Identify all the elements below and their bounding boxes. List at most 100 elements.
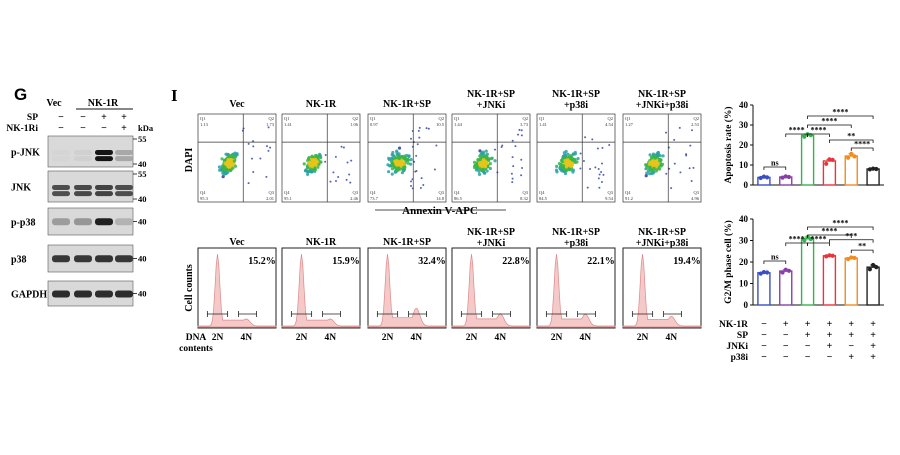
band [115, 149, 133, 155]
flow-event [417, 129, 420, 132]
flow-event [226, 159, 230, 163]
flow-event [477, 172, 482, 176]
flow-event [557, 162, 561, 166]
flow-event [561, 154, 565, 159]
flow-event [402, 166, 406, 170]
flow-event [576, 157, 580, 161]
histogram-frame [622, 247, 702, 329]
kda-label: kDa [138, 123, 154, 133]
flow-event [654, 169, 659, 173]
flow-event [340, 145, 343, 148]
histogram-area [197, 253, 277, 328]
flow-event [476, 158, 480, 162]
flow-event [332, 171, 335, 174]
significance-bracket [829, 239, 874, 243]
flow-event [483, 171, 487, 175]
cellcycle-histogram: 19.4% 2N 4N [622, 247, 702, 343]
flow-event [665, 131, 668, 134]
quadrant-value: 84.5 [539, 196, 548, 201]
treatment-sign: − [848, 341, 854, 352]
quadrant-name: Q3 [694, 190, 700, 195]
tick-4n: 4N [580, 333, 592, 343]
tick-2n: 2N [296, 333, 308, 343]
significance-label: ns [771, 253, 779, 262]
band [52, 184, 70, 190]
significance-label: ** [858, 242, 866, 251]
flow-ylabel: DAPI [184, 148, 195, 173]
tick-4n: 4N [666, 333, 678, 343]
significance-bracket [829, 139, 874, 143]
data-point [824, 161, 829, 166]
quadrant-name: Q3 [439, 190, 445, 195]
flow-event [265, 175, 268, 178]
treatment-sign: − [827, 352, 833, 363]
quadrant-value: 2.53 [691, 122, 700, 127]
g2m-percent: 22.8% [502, 256, 530, 267]
flow-event [402, 162, 406, 166]
flow-event [478, 167, 483, 171]
y-tick-label: 40 [739, 214, 749, 224]
flow-event [511, 181, 514, 184]
flow-event [228, 168, 232, 172]
quadrant-name: Q2 [523, 116, 529, 121]
flow-event [387, 156, 391, 160]
quadrant-name: Q1 [539, 116, 545, 121]
flow-event [391, 153, 395, 158]
flow-event [267, 149, 270, 152]
flow-event [482, 154, 486, 159]
treatment-sign: + [870, 352, 876, 363]
flow-event [511, 139, 514, 142]
histogram-frame [367, 247, 447, 329]
bar [844, 257, 858, 306]
group-title: +p38i [564, 100, 588, 111]
panel-i-letter: I [171, 86, 178, 105]
flow-event [247, 182, 250, 185]
treatment-sign: − [80, 123, 86, 134]
flow-event [387, 170, 391, 174]
flow-event [220, 157, 224, 161]
data-point [765, 270, 770, 275]
flow-event [648, 165, 652, 169]
flow-event [692, 166, 695, 169]
treatment-label-sp: SP [27, 113, 38, 123]
treatment-sign: + [121, 123, 127, 134]
flow-event [511, 156, 514, 159]
y-axis-label: Apoptosis rate (%) [723, 106, 734, 183]
treatment-sign: − [805, 352, 811, 363]
tick-4n: 4N [411, 333, 423, 343]
quadrant-value: 95.1 [284, 196, 292, 201]
header-nk1r: NK-1R [88, 98, 119, 109]
band [52, 218, 70, 226]
cellcycle-histogram: 32.4% 2N 4N [367, 247, 447, 343]
flow-event [229, 155, 233, 159]
flow-event [252, 145, 255, 148]
significance-bracket [807, 133, 830, 137]
flow-event [478, 163, 482, 167]
flow-event [520, 134, 523, 137]
treatment-sign: + [870, 319, 876, 330]
quadrant-name: Q2 [694, 116, 700, 121]
histogram-frame [536, 247, 616, 329]
treatment-sign: + [827, 341, 833, 352]
flow-event [337, 175, 340, 178]
flow-event [233, 164, 238, 168]
blot-label: GAPDH [11, 290, 47, 301]
cellcycle-group-titles: Vec NK-1R NK-1R+SPNK-1R+SP+JNKiNK-1R+SP+p3… [229, 227, 688, 249]
treatment-sign: + [870, 341, 876, 352]
flow-event [425, 127, 428, 130]
significance-label: ns [771, 159, 779, 168]
significance-bracket [807, 226, 874, 230]
quadrant-value: 1.73 [266, 122, 275, 127]
group-title: NK-1R+SP [638, 227, 686, 238]
flow-event [388, 164, 392, 168]
flow-event [517, 133, 520, 136]
bar [866, 168, 880, 186]
blot-label: p38 [11, 255, 27, 266]
tick-2n: 2N [212, 333, 224, 343]
flow-event [656, 150, 660, 155]
quadrant-value: 86.5 [454, 196, 463, 201]
flow-event [644, 163, 648, 168]
cellcycle-histogram: 15.2% 2N 4N [197, 247, 277, 343]
flow-event [324, 154, 327, 157]
